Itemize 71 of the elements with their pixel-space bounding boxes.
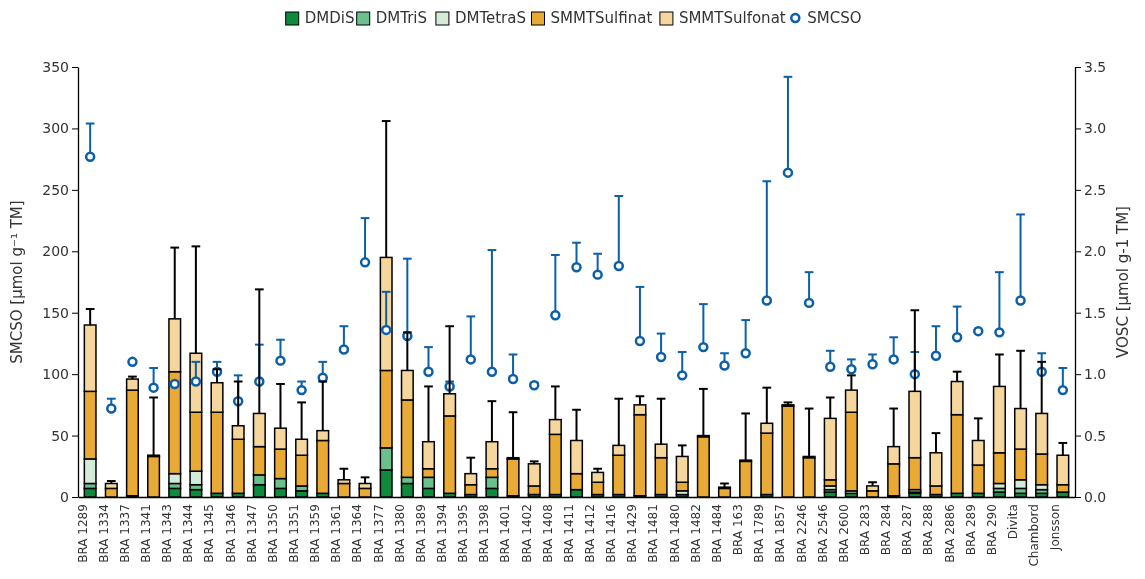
y-axis-title: SMCSO [µmol g⁻¹ TM] [8,200,26,364]
x-tick-label: BRA 1380 [392,504,407,563]
x-tick-label: BRA 1347 [244,504,259,563]
x-tick-label: BRA 1350 [265,504,280,563]
legend-label: SMMTSulfinat [550,9,653,27]
x-tick-label: BRA 2246 [794,504,809,563]
legend-label: DMTetraS [454,9,527,27]
legend-label: DMDiS [304,9,355,27]
legend-label: DMTriS [375,9,428,27]
x-tick-label: BRA 1394 [435,504,450,563]
x-tick-label: BRA 287 [900,504,915,556]
x-tick-label: BRA 1364 [350,504,365,563]
x-tick-label: BRA 1334 [96,504,111,563]
y2-tick-label: 0.0 [1084,488,1107,505]
y-tick-label: 150 [42,304,69,321]
y2-tick-label: 2.0 [1084,243,1107,260]
x-tick-label: BRA 283 [857,504,872,556]
x-tick-label: BRA 1480 [667,504,682,563]
y-tick-label: 100 [42,366,69,383]
y-tick-label: 50 [51,427,69,444]
y-tick-label: 250 [42,181,69,198]
x-tick-label: BRA 1289 [75,504,90,563]
x-tick-label: BRA 1429 [625,504,640,563]
x-tick-label: BRA 1416 [604,504,619,563]
x-tick-label: BRA 1343 [160,504,175,563]
x-tick-label: BRA 1789 [752,504,767,563]
x-tick-label: BRA 1359 [308,504,323,563]
x-tick-label: BRA 1412 [583,504,598,563]
x-tick-label: BRA 163 [731,504,746,556]
y2-tick-label: 1.5 [1084,304,1107,321]
x-tick-label: Jonsson [1048,504,1063,552]
x-tick-label: BRA 284 [879,504,894,556]
x-tick-label: Divita [1005,504,1020,540]
y2-tick-label: 3.0 [1084,120,1107,137]
x-tick-label: BRA 1408 [540,504,555,563]
x-tick-label: BRA 1389 [413,504,428,563]
x-tick-label: BRA 1411 [561,504,576,563]
x-tick-label: BRA 1344 [181,504,196,563]
x-tick-label: BRA 289 [963,504,978,556]
x-tick-label: BRA 1377 [371,504,386,563]
x-tick-label: BRA 1484 [709,504,724,563]
x-tick-label: BRA 1346 [223,504,238,563]
x-tick-label: BRA 1395 [456,504,471,563]
y2-tick-label: 3.5 [1084,58,1107,75]
x-tick-label: BRA 2886 [942,504,957,563]
x-tick-label: BRA 1482 [688,504,703,563]
x-tick-label: BRA 2546 [815,504,830,563]
x-tick-label: BRA 1857 [773,504,788,563]
x-tick-label: BRA 1345 [202,504,217,563]
y-tick-label: 350 [42,58,69,75]
x-tick-label: BRA 1398 [477,504,492,563]
y-tick-label: 200 [42,243,69,260]
y2-tick-label: 0.5 [1084,427,1107,444]
x-tick-label: BRA 1361 [329,504,344,563]
legend-label: SMCSO [807,9,862,27]
y-tick-label: 0 [60,488,69,505]
x-tick-label: BRA 1341 [138,504,153,563]
x-tick-label: BRA 1402 [519,504,534,563]
y-tick-label: 300 [42,120,69,137]
x-tick-label: BRA 1401 [498,504,513,563]
x-tick-label: Chambord [1027,504,1042,567]
y2-tick-label: 2.5 [1084,181,1107,198]
x-tick-label: BRA 288 [921,504,936,556]
x-tick-label: BRA 1481 [646,504,661,563]
x-tick-label: BRA 290 [984,504,999,556]
legend-label: SMMTSulfonat [678,9,786,27]
x-tick-label: BRA 1337 [117,504,132,563]
y2-tick-label: 1.0 [1084,366,1107,383]
x-tick-label: BRA 1351 [287,504,302,563]
y2-axis-title: VOSC [µmol g-1 TM] [1114,206,1132,358]
x-tick-label: BRA 2600 [836,504,851,563]
